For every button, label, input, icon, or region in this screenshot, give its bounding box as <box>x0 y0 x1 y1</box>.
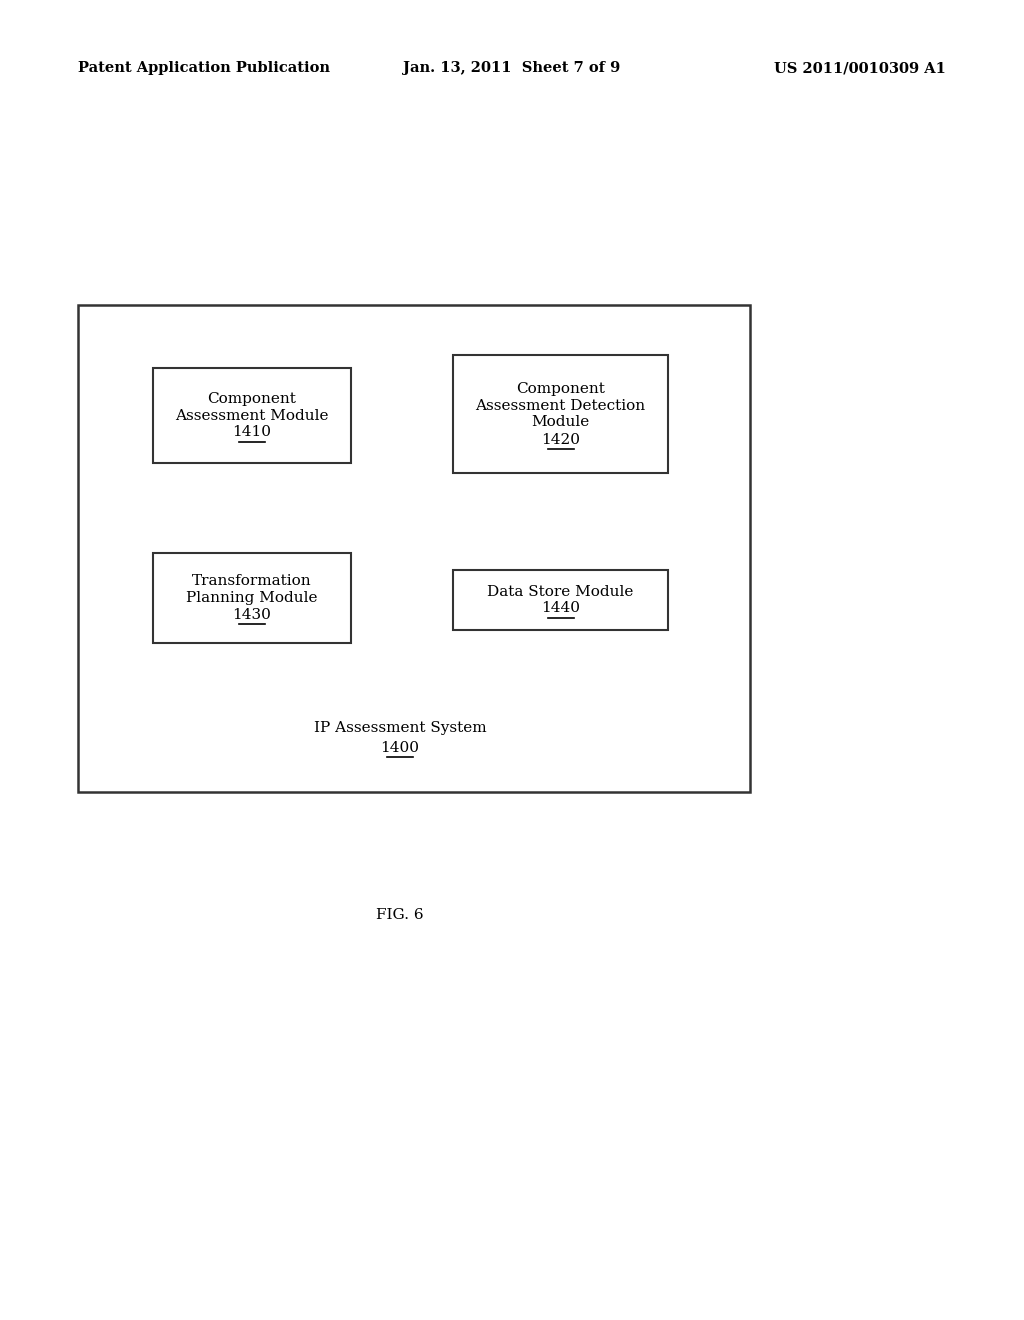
Bar <box>453 355 668 473</box>
Text: Assessment Module: Assessment Module <box>175 408 329 422</box>
Text: 1430: 1430 <box>232 609 271 622</box>
Text: Data Store Module: Data Store Module <box>487 585 634 598</box>
Text: Transformation: Transformation <box>193 574 312 587</box>
Text: Jan. 13, 2011  Sheet 7 of 9: Jan. 13, 2011 Sheet 7 of 9 <box>403 61 621 75</box>
Text: Module: Module <box>531 416 590 429</box>
Text: Component: Component <box>208 392 296 405</box>
Text: 1400: 1400 <box>381 741 420 755</box>
Text: Assessment Detection: Assessment Detection <box>475 399 645 412</box>
Text: 1410: 1410 <box>232 425 271 440</box>
Bar <box>453 570 668 630</box>
Text: 1420: 1420 <box>541 433 580 446</box>
Text: IP Assessment System: IP Assessment System <box>313 721 486 735</box>
Bar <box>78 305 750 792</box>
Text: Patent Application Publication: Patent Application Publication <box>78 61 330 75</box>
Bar <box>153 553 351 643</box>
Text: Planning Module: Planning Module <box>186 591 317 605</box>
Text: Component: Component <box>516 381 605 396</box>
Text: FIG. 6: FIG. 6 <box>376 908 424 921</box>
Bar <box>153 368 351 463</box>
Text: US 2011/0010309 A1: US 2011/0010309 A1 <box>774 61 946 75</box>
Text: 1440: 1440 <box>541 602 580 615</box>
